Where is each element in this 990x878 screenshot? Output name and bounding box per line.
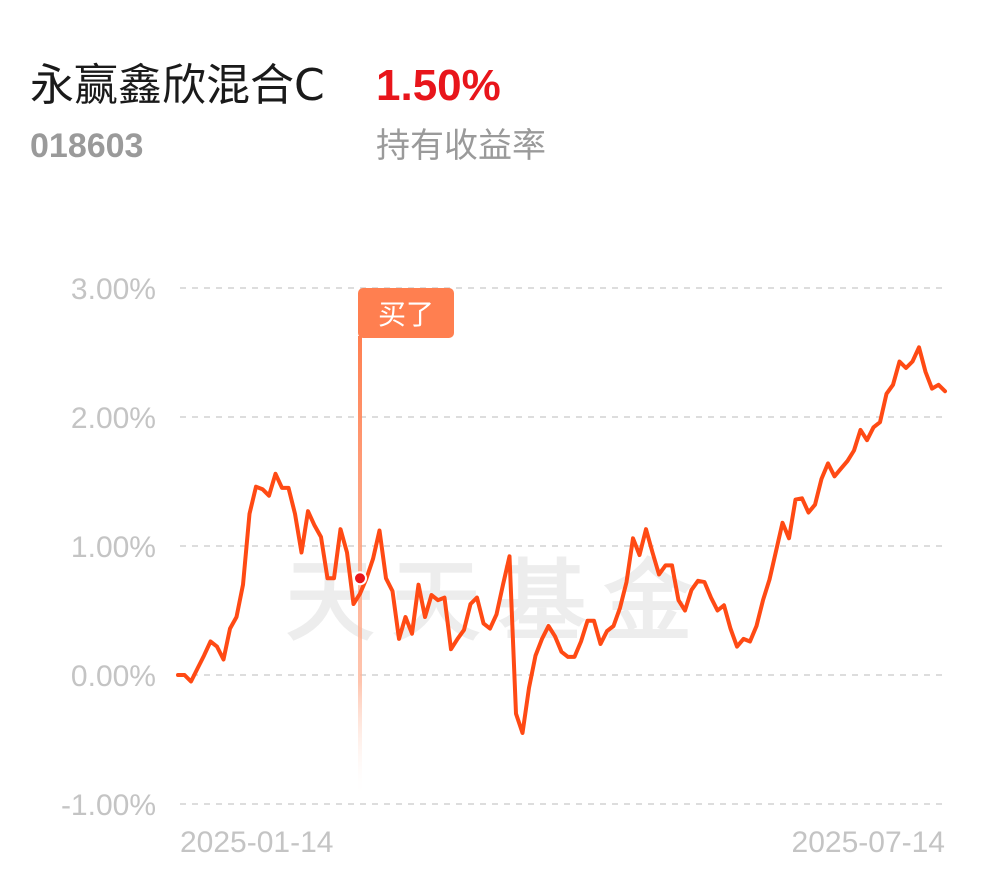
y-tick-label: -1.00% [61, 789, 156, 822]
x-axis-ticks: 2025-01-14 2025-07-14 [180, 826, 945, 859]
x-tick-label: 2025-07-14 [792, 826, 945, 859]
y-tick-label: 2.00% [71, 402, 156, 435]
buy-marker-label: 买了 [378, 298, 434, 331]
holding-return-value: 1.50% [376, 61, 501, 110]
buy-point-dot[interactable] [353, 571, 367, 586]
y-tick-label: 3.00% [71, 273, 156, 306]
y-tick-label: 1.00% [71, 531, 156, 564]
y-tick-label: 0.00% [71, 660, 156, 693]
x-tick-label: 2025-01-14 [180, 826, 333, 859]
fund-name: 永赢鑫欣混合C [30, 60, 325, 111]
buy-marker-line [358, 336, 362, 798]
buy-marker: 买了 [358, 288, 454, 798]
series-line-holding-return [176, 345, 947, 735]
holding-return-label: 持有收益率 [376, 126, 546, 166]
fund-code: 018603 [30, 127, 144, 165]
buy-marker-tag[interactable] [358, 288, 454, 338]
y-axis-ticks: 3.00% 2.00% 1.00% 0.00% -1.00% [61, 273, 156, 822]
grid-lines [180, 287, 945, 805]
